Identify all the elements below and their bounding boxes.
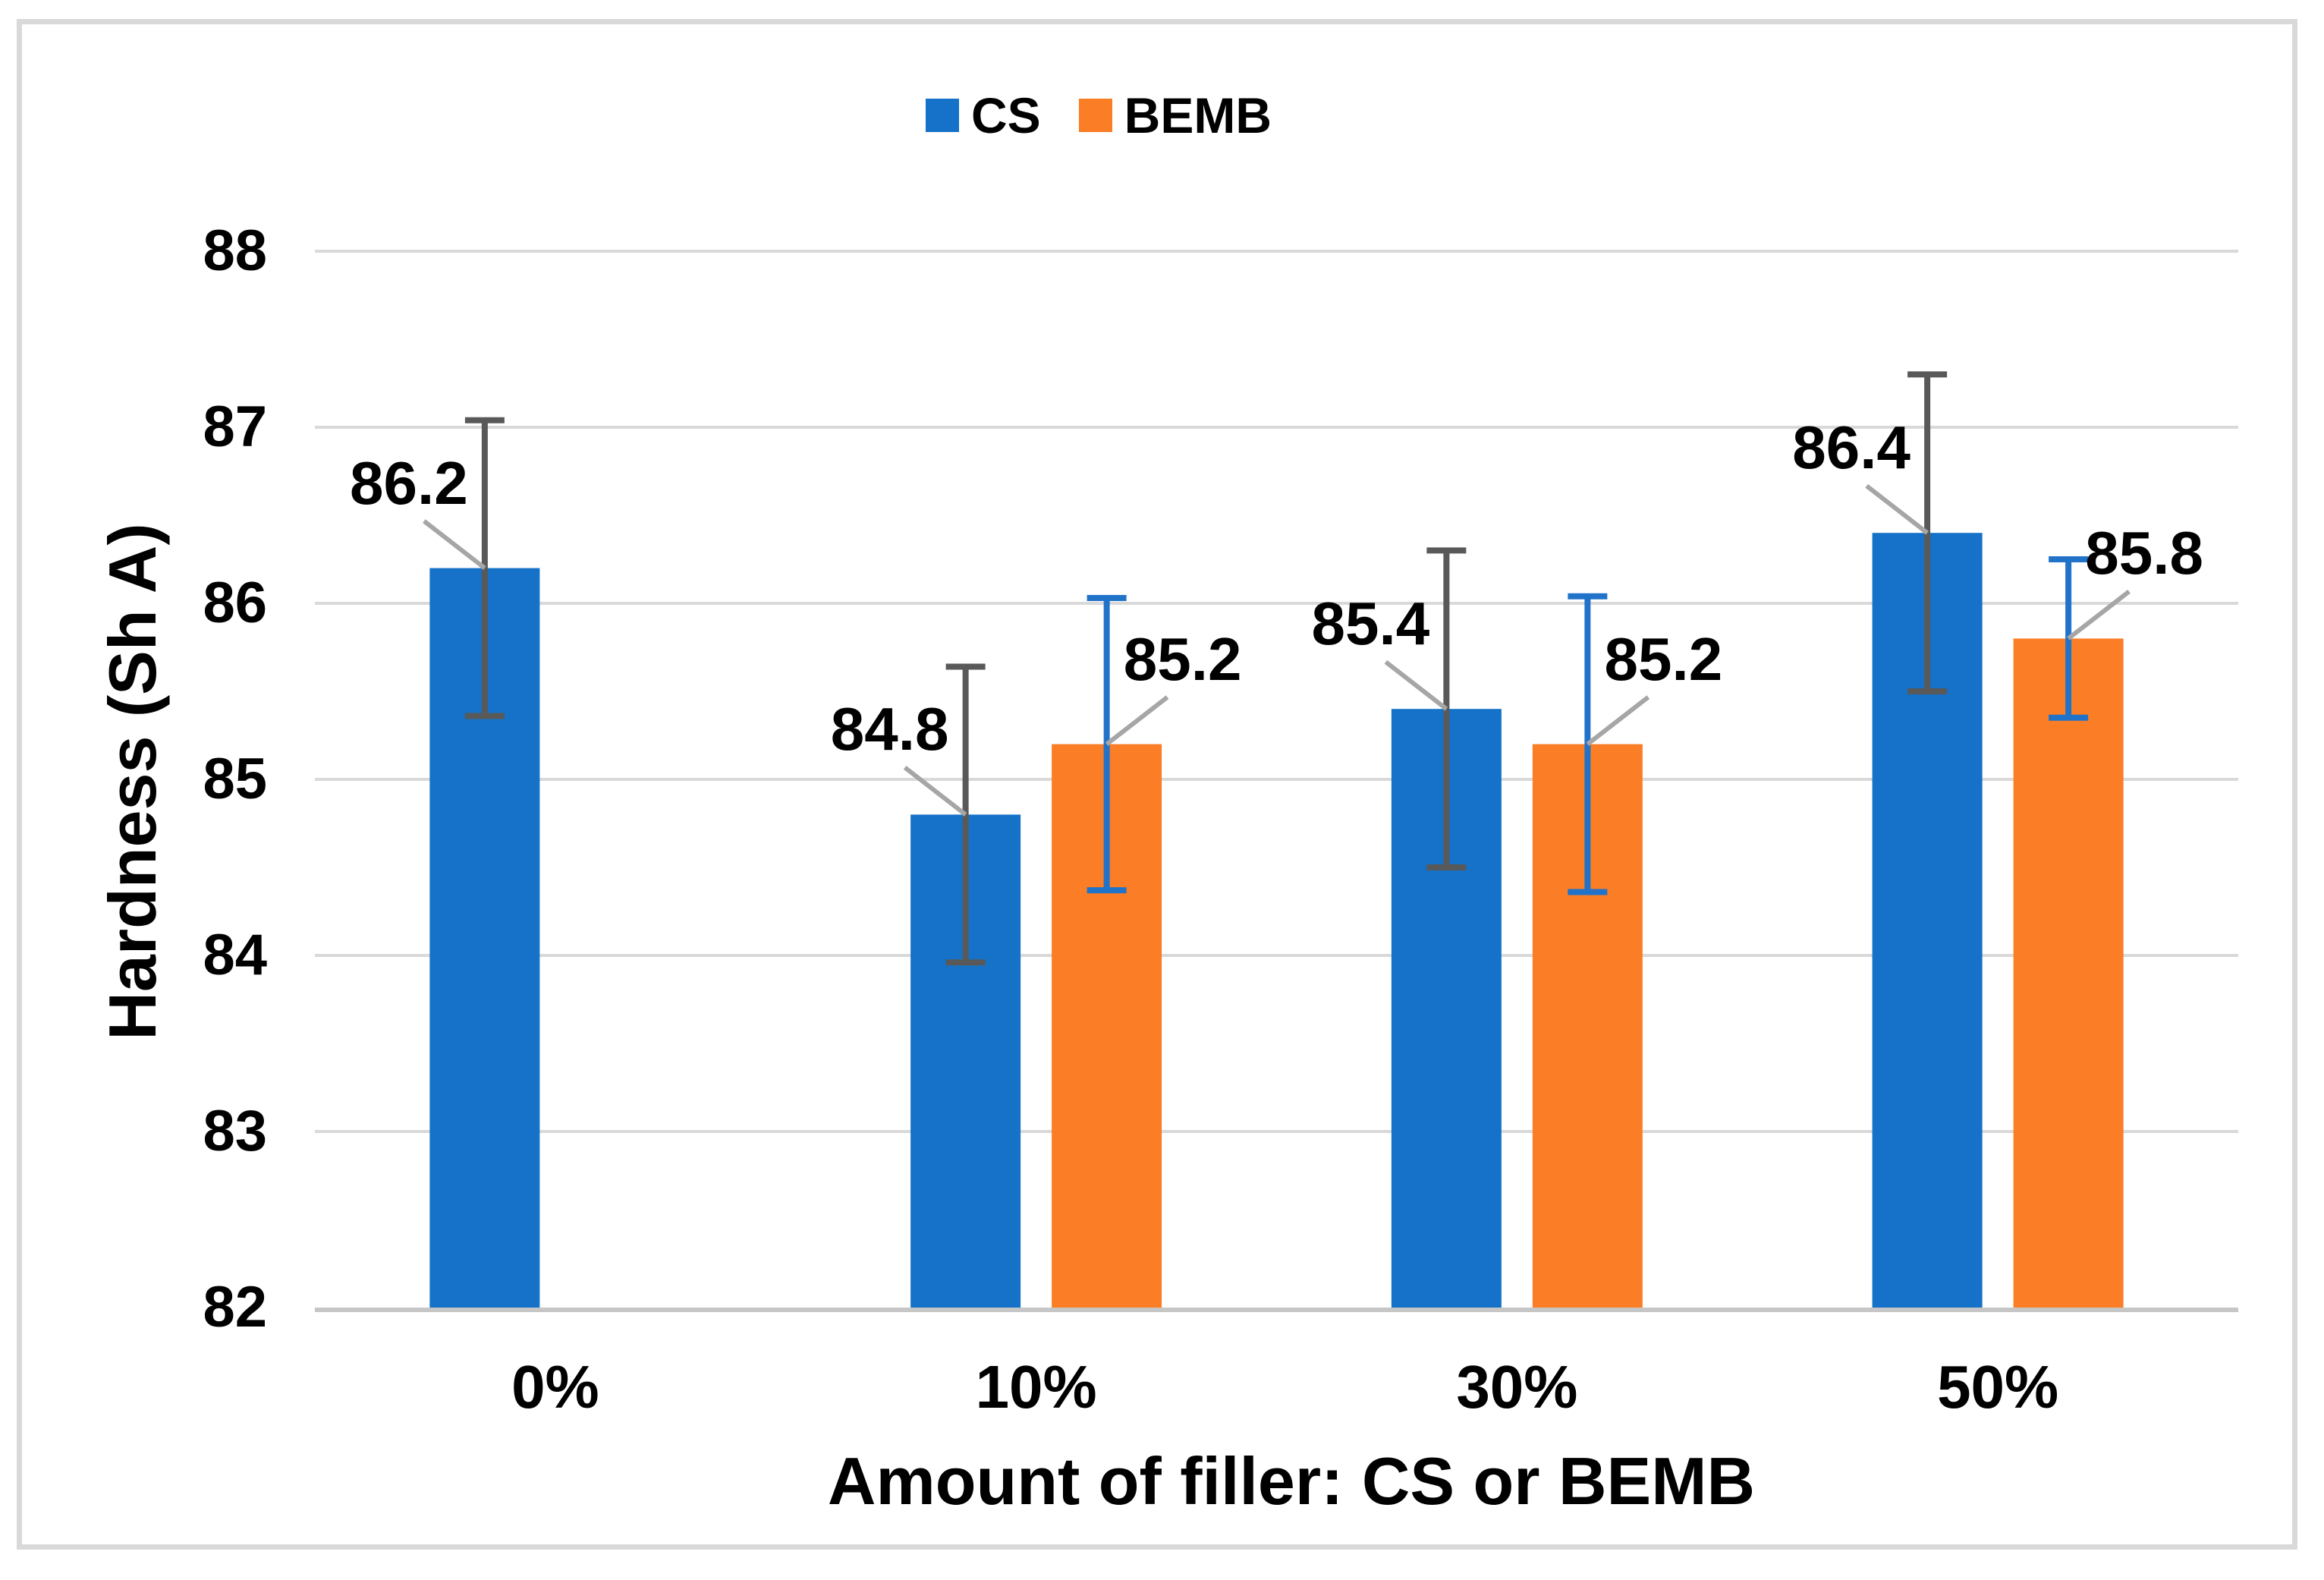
leader-line-cs-30%	[1384, 659, 1448, 711]
y-tick-label-82: 82	[203, 1275, 267, 1339]
x-axis-title: Amount of filler: CS or BEMB	[827, 1443, 1756, 1519]
data-label-bemb-50%: 85.8	[2085, 519, 2203, 587]
data-label-cs-10%: 84.8	[830, 695, 949, 763]
legend-item-bemb: BEMB	[1078, 87, 1272, 143]
y-tick-label-83: 83	[203, 1099, 267, 1163]
y-tick-label-87: 87	[203, 395, 267, 459]
legend-label-cs: CS	[970, 87, 1041, 143]
leader-line-cs-10%	[903, 766, 967, 817]
leader-line-bemb-10%	[1105, 695, 1169, 746]
legend-swatch-bemb-icon	[1078, 99, 1112, 132]
data-label-cs-30%: 85.4	[1311, 590, 1430, 658]
legend-label-bemb: BEMB	[1124, 87, 1272, 143]
data-label-cs-0%: 86.2	[350, 449, 468, 517]
x-tick-label-30%: 30%	[1456, 1353, 1578, 1421]
data-label-bemb-30%: 85.2	[1604, 625, 1723, 693]
chart-border	[17, 19, 2297, 1550]
y-tick-label-88: 88	[203, 219, 267, 283]
leader-line-bemb-50%	[2067, 590, 2131, 640]
legend-swatch-cs-icon	[925, 99, 959, 132]
y-tick-label-86: 86	[203, 571, 267, 635]
leader-line-cs-0%	[423, 519, 486, 570]
data-label-bemb-10%: 85.2	[1123, 625, 1242, 693]
leader-line-cs-50%	[1865, 483, 1929, 535]
bar-bemb-50%	[2013, 638, 2124, 1308]
x-tick-label-10%: 10%	[975, 1353, 1097, 1421]
x-tick-label-0%: 0%	[511, 1353, 599, 1421]
leader-line-bemb-30%	[1586, 695, 1650, 746]
y-tick-label-85: 85	[203, 747, 267, 811]
legend: CS BEMB	[925, 87, 1272, 143]
x-tick-label-50%: 50%	[1937, 1353, 2059, 1421]
y-tick-label-84: 84	[203, 923, 267, 987]
legend-item-cs: CS	[925, 87, 1041, 143]
y-axis-title: Hardness (Sh A)	[95, 523, 170, 1040]
data-label-cs-50%: 86.4	[1792, 414, 1910, 482]
